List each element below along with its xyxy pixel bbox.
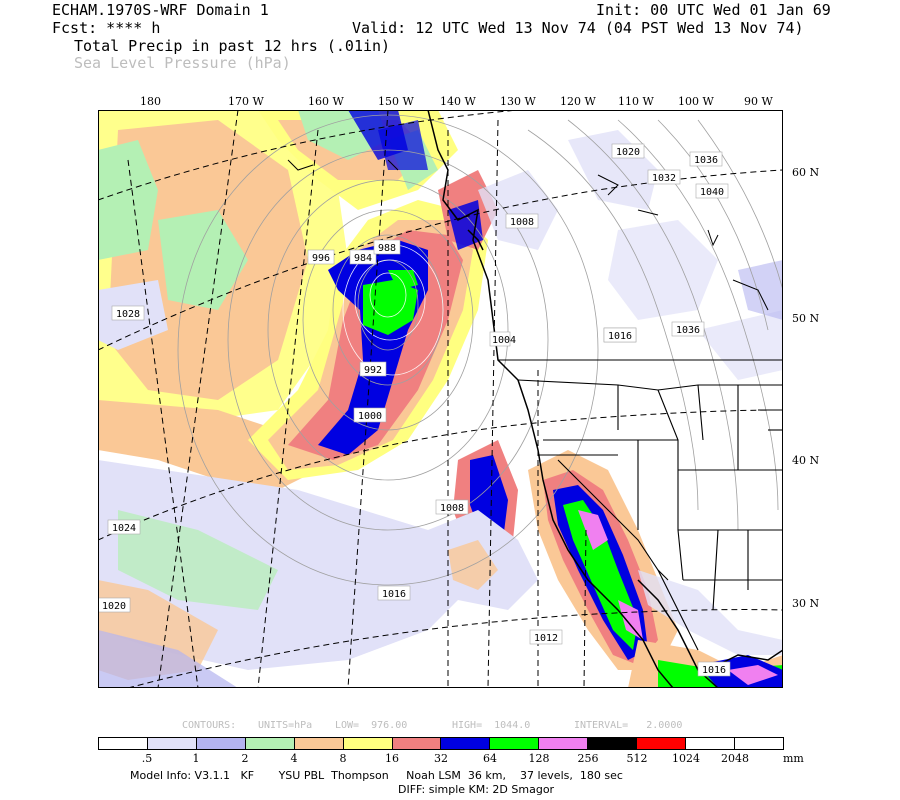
init-time: Init: 00 UTC Wed 01 Jan 69 [596,1,831,19]
state-borders [498,359,783,651]
pressure-label: 1024 [112,523,136,534]
pressure-label: 1008 [510,217,534,228]
pressure-label: 984 [354,253,372,264]
legend-tick-label: 64 [483,752,497,765]
diff-info: DIFF: simple KM: 2D Smagor [398,783,555,796]
legend-swatch [99,738,147,749]
contour-low: LOW= 976.00 [335,720,408,731]
pressure-label: 1040 [700,187,724,198]
pressure-labels: 984 992 1000 988 996 1008 1008 1016 1016… [98,143,731,677]
pressure-label: 1000 [358,411,382,422]
lon-label: 180 [140,95,161,108]
field-title-precip: Total Precip in past 12 hrs (.01in) [74,37,391,55]
contour-units: UNITS=hPa [258,720,313,731]
valid-time: Valid: 12 UTC Wed 13 Nov 74 (04 PST Wed … [352,19,804,37]
pressure-label: 1004 [492,335,516,346]
lon-label: 140 W [440,95,476,108]
legend-swatch [244,738,294,749]
pressure-label: 1020 [102,601,126,612]
lon-label: 170 W [228,95,264,108]
pressure-label: 1032 [652,173,676,184]
lon-label: 110 W [618,95,654,108]
contour-high: HIGH= 1044.0 [452,720,531,731]
lon-label: 90 W [744,95,773,108]
map-frame [98,110,783,688]
model-title: ECHAM.1970S-WRF Domain 1 [52,1,269,19]
pressure-label: 1036 [676,325,700,336]
legend-swatch [195,738,245,749]
legend-tick-label: .5 [141,752,153,765]
legend-swatch [636,738,686,749]
legend-tick-label: 128 [528,752,550,765]
pressure-label: 1016 [702,665,726,676]
legend-swatch [685,738,734,749]
lon-label: 130 W [500,95,536,108]
legend-tick-label: 8 [339,752,347,765]
legend-tick-label: 1024 [672,752,700,765]
legend-swatch [391,738,441,749]
pressure-label: 1020 [616,147,640,158]
legend-tick-label: 2048 [721,752,749,765]
field-title-slp: Sea Level Pressure (hPa) [74,54,291,72]
legend-tick-label: 32 [434,752,448,765]
lon-label: 100 W [678,95,714,108]
legend-swatch [293,738,343,749]
lat-label: 40 N [792,454,820,467]
islands [287,159,769,311]
legend-tick-label: 4 [290,752,298,765]
pressure-label: 1028 [116,309,140,320]
legend-swatch [342,738,392,749]
legend-swatch [538,738,588,749]
forecast-hour: Fcst: **** h [52,19,161,37]
legend-swatch [587,738,637,749]
legend-tick-label: 2 [241,752,249,765]
legend-swatch [733,738,783,749]
legend-tick-label: 16 [385,752,399,765]
contour-interval: INTERVAL= 2.0000 [574,720,683,731]
model-info: Model Info: V3.1.1 KF YSU PBL Thompson N… [130,769,623,782]
legend-swatch [489,738,539,749]
pressure-contours [177,114,783,586]
color-legend [98,737,784,750]
legend-unit: mm [783,752,804,765]
contour-label: CONTOURS: [182,720,237,731]
latlon-grid [98,110,783,688]
lon-label: 160 W [308,95,344,108]
legend-tick-label: 512 [626,752,648,765]
pressure-label: 1016 [608,331,632,342]
lat-label: 30 N [792,597,820,610]
pressure-label: 996 [312,253,330,264]
precip-field [98,110,783,688]
lon-label: 120 W [560,95,596,108]
pressure-label: 992 [364,365,382,376]
legend-swatch [440,738,490,749]
legend-tick-label: 1 [192,752,200,765]
pressure-label: 988 [378,243,396,254]
legend-swatch [146,738,196,749]
pressure-label: 1012 [534,633,558,644]
pressure-label: 1036 [694,155,718,166]
lon-label: 150 W [378,95,414,108]
lat-label: 50 N [792,312,820,325]
legend-tick-label: 256 [577,752,599,765]
pressure-label: 1016 [382,589,406,600]
pressure-label: 1008 [440,503,464,514]
precip-map: 984 992 1000 988 996 1008 1008 1016 1016… [98,110,783,688]
lat-label: 60 N [792,166,820,179]
